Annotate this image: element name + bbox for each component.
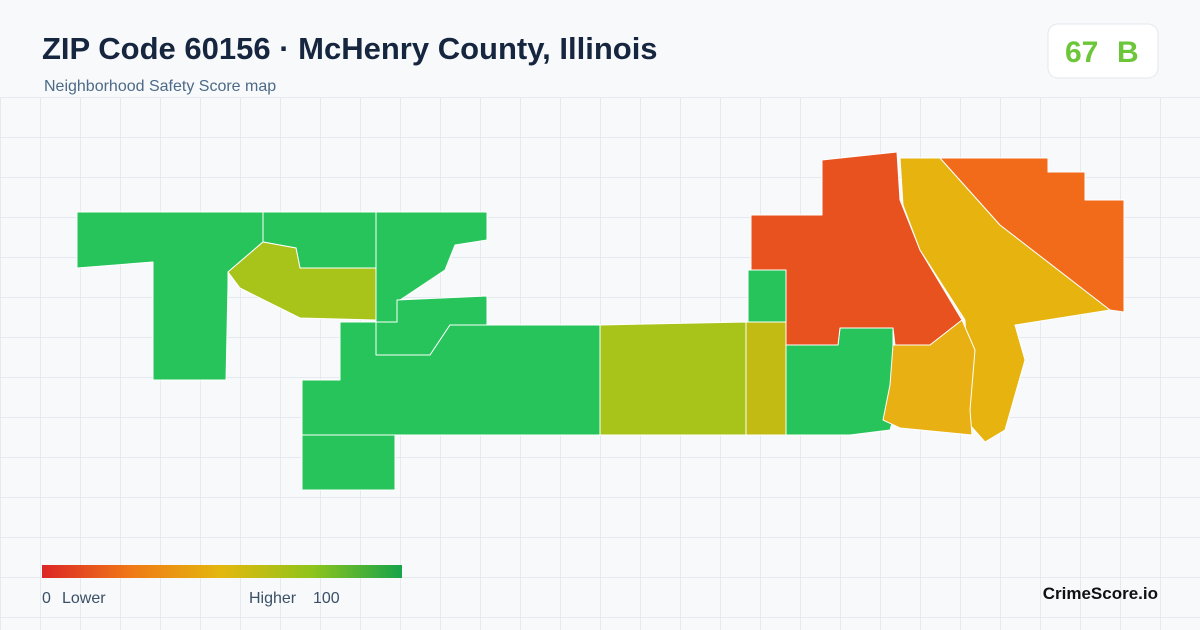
brand: CrimeScore.io	[1043, 584, 1158, 603]
subtitle: Neighborhood Safety Score map	[44, 78, 276, 95]
legend-max: 100	[313, 590, 340, 607]
zone	[882, 319, 976, 436]
score-value: 67	[1065, 36, 1098, 69]
zone	[939, 157, 1125, 313]
zone	[745, 321, 787, 436]
legend-min: 0	[42, 590, 51, 607]
zone	[599, 321, 747, 436]
legend-gradient	[42, 565, 402, 578]
legend-max-label: Higher	[249, 590, 297, 607]
zone	[301, 434, 396, 491]
map	[76, 151, 1125, 491]
zone	[301, 321, 601, 436]
score-badge	[1047, 23, 1159, 79]
title: ZIP Code 60156 · McHenry County, Illinoi…	[42, 31, 658, 66]
zone	[747, 269, 787, 323]
score-grade: B	[1117, 36, 1139, 69]
legend-min-label: Lower	[62, 590, 106, 607]
